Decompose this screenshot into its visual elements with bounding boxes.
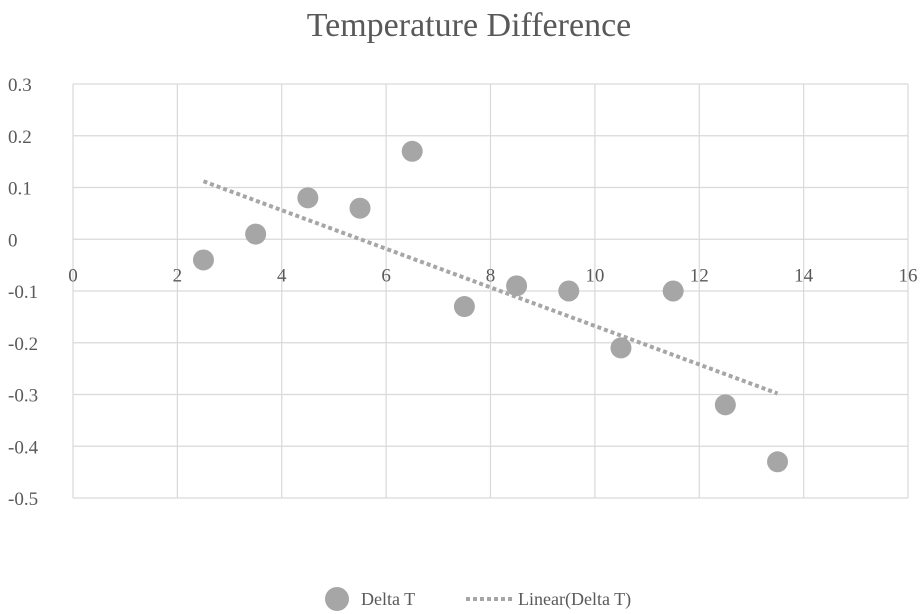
y-tick-label: -0.2 (8, 334, 38, 355)
x-tick-label: 6 (381, 265, 391, 286)
data-point (453, 296, 475, 318)
data-point (767, 451, 789, 473)
data-point (349, 197, 371, 219)
y-tick-label: -0.3 (8, 386, 38, 407)
x-tick-label: 14 (794, 265, 814, 286)
legend: Delta T Linear(Delta T) (325, 587, 631, 611)
y-tick-label: 0.2 (8, 127, 32, 148)
x-tick-label: 4 (277, 265, 287, 286)
data-point (558, 280, 580, 302)
gridlines (72, 83, 909, 499)
data-point (192, 249, 214, 271)
y-tick-label: 0.1 (8, 179, 32, 200)
data-point (610, 337, 632, 359)
chart-title: Temperature Difference (307, 7, 632, 44)
data-point (506, 275, 528, 297)
legend-marker-delta-t (325, 587, 349, 611)
y-tick-label: 0 (8, 230, 18, 251)
x-tick-label: 10 (585, 265, 604, 286)
y-tick-label: -0.4 (8, 437, 39, 458)
data-point (245, 223, 267, 245)
legend-label-linear: Linear(Delta T) (518, 589, 631, 610)
x-tick-label: 2 (173, 265, 183, 286)
x-tick-label: 16 (899, 265, 918, 286)
y-tick-label: -0.1 (8, 282, 38, 303)
x-tick-label: 12 (690, 265, 709, 286)
data-point (401, 140, 423, 162)
legend-label-delta-t: Delta T (361, 589, 415, 609)
y-tick-label: -0.5 (8, 489, 38, 510)
points-layer (192, 140, 789, 473)
data-point (662, 280, 684, 302)
data-point (714, 394, 736, 416)
x-tick-label: 8 (486, 265, 496, 286)
y-tick-label: 0.3 (8, 75, 32, 96)
x-tick-label: 0 (68, 265, 78, 286)
y-tick-labels: 0.3 0.2 0.1 0 -0.1 -0.2 -0.3 -0.4 -0.5 (8, 75, 39, 510)
x-tick-labels: 0 2 4 6 8 10 12 14 16 (68, 265, 917, 286)
data-point (297, 187, 319, 209)
